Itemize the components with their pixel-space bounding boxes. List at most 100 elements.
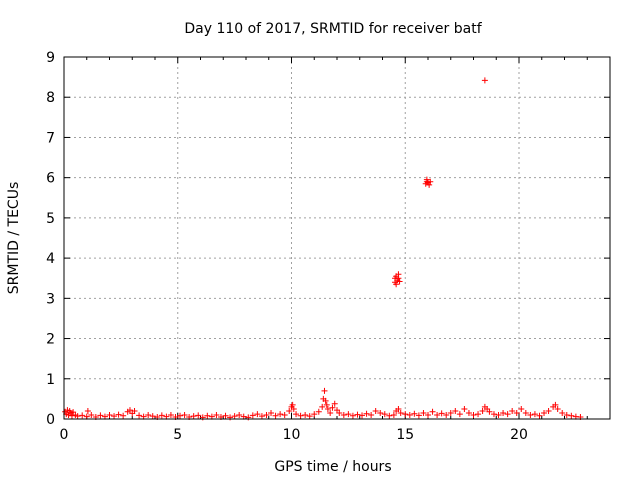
- data-point: [258, 413, 265, 420]
- data-point: [111, 413, 118, 420]
- data-point: [425, 411, 431, 418]
- data-point: [559, 409, 566, 416]
- data-point: [345, 411, 352, 418]
- y-axis-label: SRMTID / TECUs: [6, 182, 22, 295]
- y-tick-label: 8: [46, 90, 55, 106]
- data-point: [504, 411, 511, 418]
- data-point: [195, 412, 202, 419]
- data-point: [438, 410, 445, 417]
- data-point: [354, 411, 361, 418]
- grid-lines: [64, 57, 610, 419]
- data-point: [402, 411, 409, 418]
- data-point: [68, 412, 75, 419]
- data-point: [359, 412, 366, 419]
- data-point: [84, 407, 91, 414]
- y-tick-label: 6: [46, 171, 55, 187]
- data-point: [568, 412, 575, 419]
- data-point: [536, 412, 543, 419]
- data-point: [552, 401, 559, 408]
- data-point: [554, 405, 561, 412]
- data-point: [319, 403, 326, 410]
- data-point: [434, 411, 441, 418]
- data-point: [222, 412, 229, 419]
- data-point: [315, 408, 322, 415]
- data-point: [79, 412, 86, 419]
- data-point: [443, 411, 450, 418]
- data-point: [545, 407, 552, 414]
- data-point: [190, 413, 197, 420]
- data-point: [461, 405, 468, 412]
- data-point: [395, 405, 402, 412]
- data-point: [131, 407, 138, 414]
- data-point: [272, 412, 279, 419]
- data-point: [213, 411, 220, 418]
- data-point: [518, 405, 525, 412]
- data-point: [126, 407, 133, 414]
- data-point: [479, 407, 486, 414]
- data-point: [231, 413, 238, 420]
- data-point: [88, 411, 95, 418]
- data-point: [293, 411, 300, 418]
- data-point: [541, 409, 548, 416]
- data-point: [513, 409, 520, 416]
- data-point: [331, 400, 338, 407]
- data-point: [297, 412, 304, 419]
- data-point: [136, 412, 143, 419]
- data-point: [181, 411, 188, 418]
- data-point: [531, 411, 538, 418]
- data-point: [106, 411, 113, 418]
- axis-ticks: [63, 56, 611, 420]
- data-point: [397, 409, 404, 416]
- data-point: [509, 407, 516, 414]
- data-point: [420, 409, 427, 416]
- data-point: [522, 409, 529, 416]
- y-tick-label: 9: [46, 50, 55, 66]
- y-tick-label: 3: [46, 291, 55, 307]
- data-point: [423, 176, 430, 183]
- data-point: [377, 409, 384, 416]
- data-point: [349, 412, 356, 419]
- data-point: [393, 281, 400, 288]
- data-point: [302, 411, 309, 418]
- data-point: [290, 405, 297, 412]
- data-point: [527, 411, 534, 418]
- data-point: [470, 411, 477, 418]
- data-point: [289, 401, 296, 408]
- data-point: [415, 412, 422, 419]
- data-point: [281, 411, 288, 418]
- data-point: [452, 407, 459, 414]
- data-point: [324, 405, 331, 412]
- x-tick-label: 0: [60, 427, 69, 443]
- data-point: [447, 409, 454, 416]
- x-axis-label: GPS time / hours: [274, 459, 391, 475]
- data-point: [395, 271, 402, 278]
- y-tick-label: 2: [46, 332, 55, 348]
- data-point: [372, 407, 379, 414]
- data-point: [368, 411, 375, 418]
- data-point: [158, 412, 165, 419]
- data-point: [97, 412, 104, 419]
- data-point: [490, 411, 497, 418]
- data-point: [429, 408, 436, 415]
- data-point: [286, 407, 293, 414]
- data-point: [167, 411, 174, 418]
- y-tick-label: 7: [46, 130, 55, 146]
- data-point: [254, 411, 261, 418]
- data-point: [263, 411, 270, 418]
- x-tick-label: 10: [283, 427, 301, 443]
- data-point: [306, 413, 313, 420]
- data-point: [336, 409, 343, 416]
- data-point: [340, 411, 347, 418]
- tick-labels: 0 5 10 15 20 0 1 2 3 4 5 6 7 8 9: [46, 50, 528, 443]
- data-point: [329, 404, 336, 411]
- data-point: [322, 397, 329, 404]
- data-point: [390, 411, 397, 418]
- data-point: [249, 412, 256, 419]
- data-point: [411, 410, 418, 417]
- data-point: [277, 411, 284, 418]
- data-point: [500, 409, 507, 416]
- data-point: [149, 413, 156, 420]
- data-point: [396, 278, 403, 285]
- data-point: [486, 408, 493, 415]
